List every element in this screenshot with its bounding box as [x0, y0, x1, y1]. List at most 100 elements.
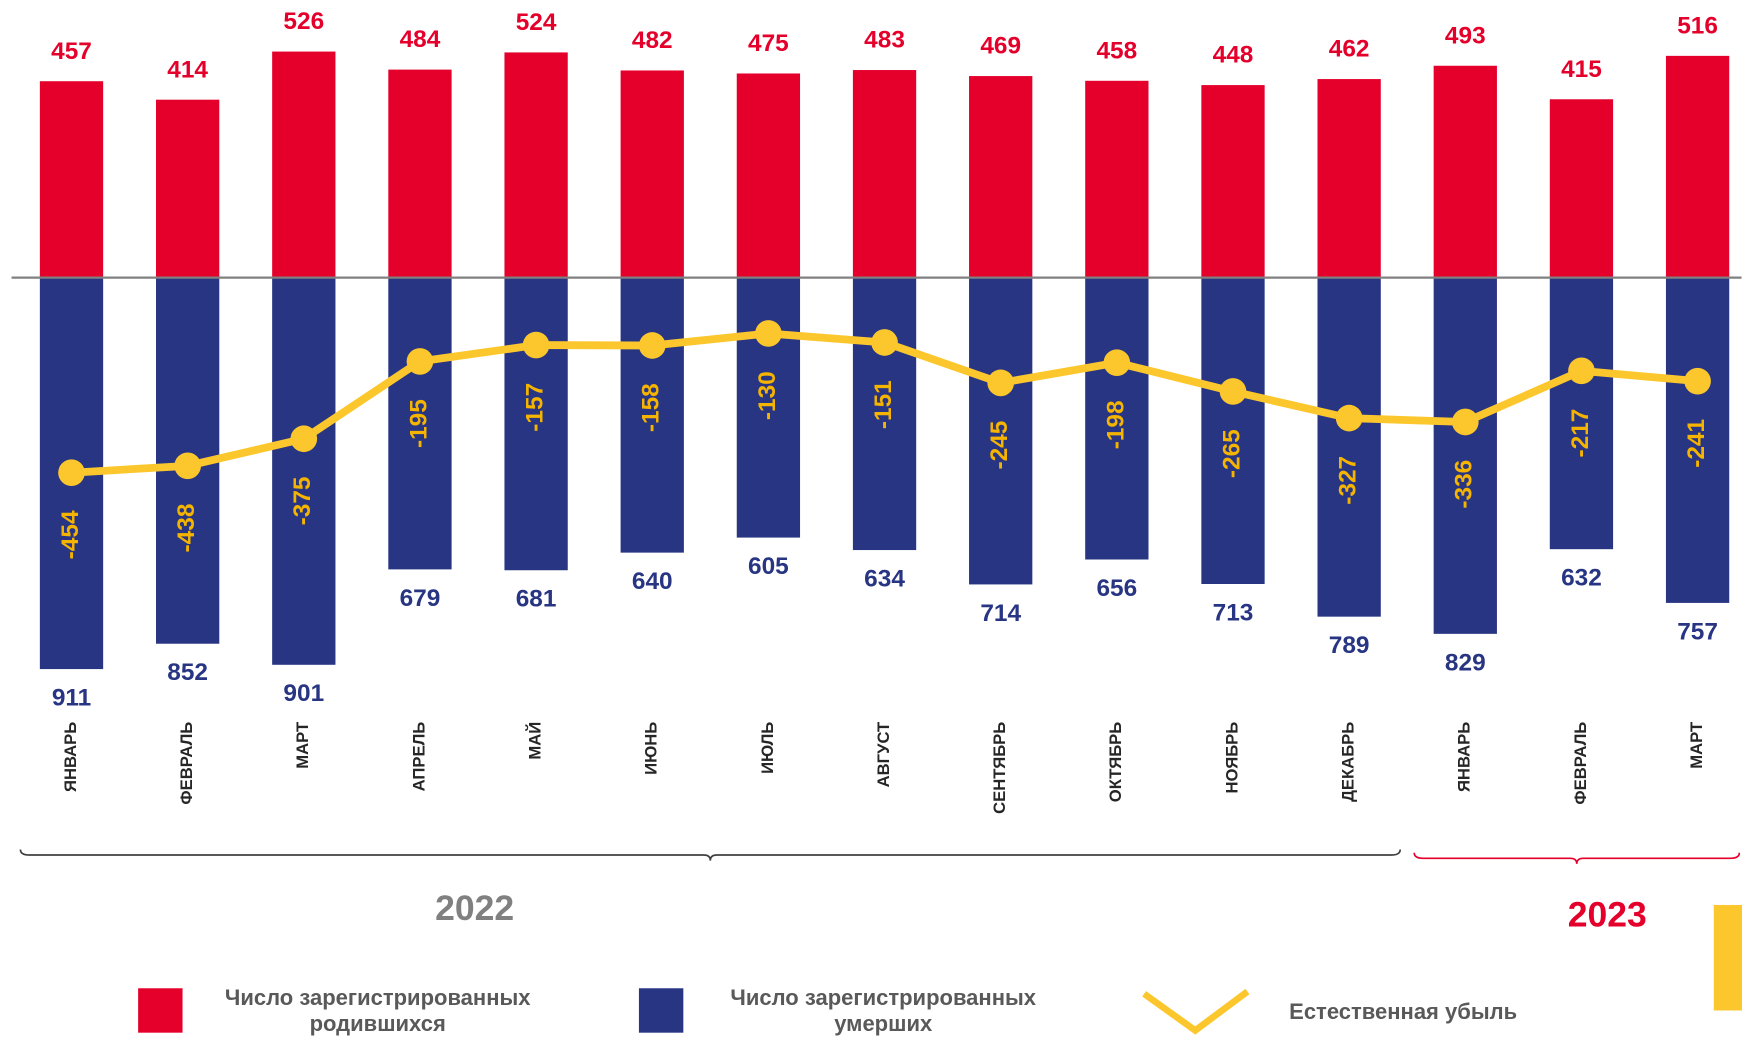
- line-value-label: -438: [173, 504, 200, 553]
- value-label: 448: [1213, 42, 1254, 69]
- x-tick-label: МАРТ: [293, 722, 312, 769]
- bar: [736, 73, 801, 278]
- value-label: 524: [516, 9, 557, 36]
- value-label: 462: [1329, 36, 1370, 63]
- line-value-label: -217: [1567, 409, 1594, 458]
- value-label: 484: [400, 26, 441, 53]
- value-label: 640: [632, 568, 673, 595]
- group-brace: [19, 849, 1402, 861]
- value-label: 852: [167, 659, 208, 686]
- bar: [1317, 79, 1381, 278]
- line-point: [987, 369, 1015, 397]
- group-brace: [1413, 852, 1741, 864]
- bar: [620, 277, 684, 553]
- line-value-label: -327: [1335, 456, 1362, 505]
- bar: [969, 277, 1033, 585]
- value-label: 475: [748, 30, 789, 57]
- value-label: 414: [167, 56, 208, 83]
- legend-swatch: [638, 988, 684, 1033]
- bar: [1317, 277, 1381, 617]
- value-label: 415: [1561, 56, 1602, 83]
- value-label: 632: [1561, 565, 1602, 592]
- legend-label: Естественная убыль: [1289, 999, 1518, 1025]
- line-point: [406, 348, 434, 375]
- line-value-label: -158: [638, 383, 665, 432]
- bar: [1665, 277, 1730, 603]
- decor-block: [1713, 904, 1742, 1011]
- value-label: 911: [52, 685, 91, 712]
- line-value-label: -375: [289, 477, 316, 526]
- bar: [39, 81, 104, 278]
- x-tick-label: МАЙ: [525, 722, 544, 760]
- line-value-label: -130: [754, 371, 781, 420]
- line-value-label: -245: [986, 421, 1013, 470]
- line-value-label: -336: [1451, 460, 1478, 509]
- line-point: [638, 332, 666, 359]
- value-label: 634: [864, 565, 905, 592]
- bar: [504, 52, 568, 278]
- bar: [272, 277, 336, 665]
- value-label: 757: [1677, 618, 1718, 645]
- bar: [1433, 277, 1497, 634]
- value-label: 829: [1445, 649, 1486, 676]
- legend-swatch: [138, 988, 183, 1033]
- bar: [272, 51, 336, 278]
- value-label: 526: [283, 8, 324, 35]
- value-label: 469: [980, 33, 1021, 60]
- group-label: 2023: [1568, 895, 1647, 935]
- value-label: 458: [1096, 37, 1137, 64]
- line-point: [290, 425, 318, 453]
- value-label: 605: [748, 553, 789, 580]
- line-point: [174, 452, 201, 480]
- bar: [1549, 277, 1614, 550]
- value-label: 714: [980, 600, 1021, 627]
- line-point: [1451, 408, 1479, 436]
- line-point: [1335, 404, 1363, 432]
- line-value-label: -265: [1218, 429, 1245, 478]
- bar: [1665, 55, 1730, 278]
- x-tick-label: ОКТЯБРЬ: [1106, 722, 1125, 802]
- line-point: [755, 320, 782, 347]
- bar: [1201, 85, 1265, 278]
- line-point: [1103, 349, 1131, 377]
- line-value-label: -241: [1683, 419, 1710, 468]
- line-value-label: -151: [870, 380, 897, 429]
- line-point: [522, 331, 550, 359]
- x-tick-label: СЕНТЯБРЬ: [990, 722, 1009, 814]
- x-tick-label: ФЕВРАЛЬ: [1571, 722, 1590, 805]
- bar: [852, 277, 917, 551]
- line-point: [1219, 378, 1247, 405]
- value-label: 789: [1329, 632, 1370, 659]
- bar: [156, 99, 220, 278]
- bar: [969, 76, 1033, 278]
- x-tick-label: ИЮЛЬ: [758, 722, 777, 774]
- line-value-label: -157: [522, 383, 549, 432]
- bar: [504, 277, 568, 571]
- x-tick-label: ИЮНЬ: [642, 722, 661, 775]
- value-label: 656: [1096, 575, 1137, 602]
- x-tick-label: АПРЕЛЬ: [409, 722, 428, 792]
- line-value-label: -454: [57, 510, 84, 559]
- bar: [1201, 277, 1265, 584]
- legend-swatch: [1142, 988, 1250, 1035]
- x-tick-label: ЯНВАРЬ: [61, 722, 80, 792]
- x-tick-label: ЯНВАРЬ: [1455, 722, 1474, 792]
- legend-label: Число зарегистрированных умерших: [730, 984, 1037, 1036]
- line-point: [58, 459, 85, 487]
- value-label: 681: [516, 586, 557, 613]
- x-tick-label: НОЯБРЬ: [1222, 722, 1241, 794]
- bar: [1085, 80, 1149, 278]
- bar: [620, 70, 684, 278]
- x-tick-label: АВГУСТ: [874, 722, 893, 788]
- value-label: 483: [864, 27, 905, 54]
- bar: [388, 277, 452, 570]
- value-label: 516: [1677, 12, 1718, 39]
- line-value-label: -195: [405, 399, 432, 448]
- bar: [1433, 65, 1497, 278]
- value-label: 901: [283, 680, 324, 707]
- bar: [1549, 99, 1614, 278]
- value-label: 493: [1445, 22, 1486, 49]
- line-value-label: -198: [1102, 400, 1129, 449]
